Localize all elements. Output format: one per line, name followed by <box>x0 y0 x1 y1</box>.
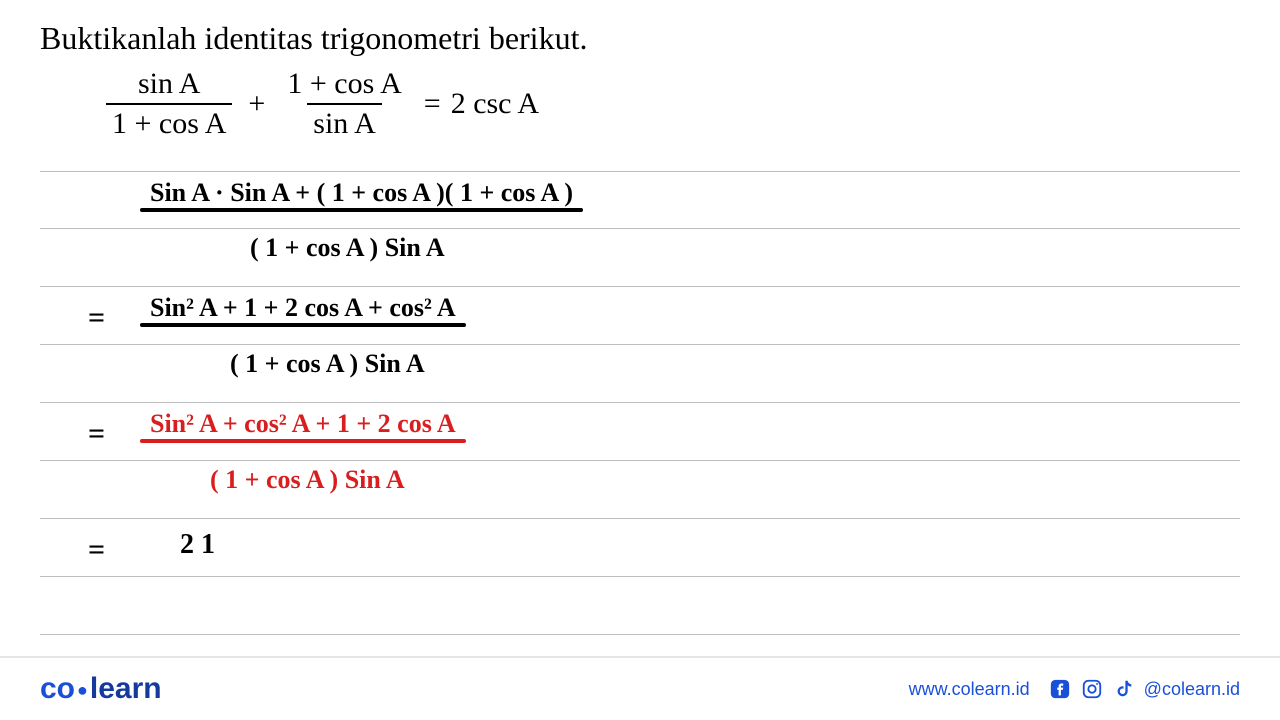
question-formula: sin A 1 + cos A + 1 + cos A sin A = 2 cs… <box>100 67 1240 141</box>
step3-equals: = <box>88 417 105 451</box>
plus-sign: + <box>248 87 265 121</box>
tiktok-icon[interactable] <box>1112 677 1136 701</box>
frac1-denominator: 1 + cos A <box>106 103 232 141</box>
step3-fraction-bar <box>140 439 466 443</box>
step2-fraction: Sin² A + 1 + 2 cos A + cos² A <box>140 293 466 327</box>
facebook-icon[interactable] <box>1048 677 1072 701</box>
brand-logo: co●learn <box>40 672 162 706</box>
frac1-numerator: sin A <box>132 67 207 103</box>
rhs: 2 csc A <box>451 87 539 121</box>
work-line-3: = Sin² A + 1 + 2 cos A + cos² A <box>40 287 1240 345</box>
work-line-2: ( 1 + cos A ) Sin A <box>40 229 1240 287</box>
step2-fraction-bar <box>140 323 466 327</box>
step2-equals: = <box>88 301 105 335</box>
work-line-5: = Sin² A + cos² A + 1 + 2 cos A <box>40 403 1240 461</box>
step3-numerator: Sin² A + cos² A + 1 + 2 cos A <box>140 409 466 439</box>
step1-numerator: Sin A · Sin A + ( 1 + cos A )( 1 + cos A… <box>140 178 583 208</box>
work-line-1: Sin A · Sin A + ( 1 + cos A )( 1 + cos A… <box>40 171 1240 229</box>
footer-url[interactable]: www.colearn.id <box>909 679 1030 700</box>
step2-denominator: ( 1 + cos A ) Sin A <box>230 349 425 379</box>
question-prompt: Buktikanlah identitas trigonometri berik… <box>40 20 1240 57</box>
fraction-1: sin A 1 + cos A <box>106 67 232 141</box>
step1-denominator: ( 1 + cos A ) Sin A <box>250 233 445 263</box>
logo-learn: learn <box>90 672 162 705</box>
logo-dot: ● <box>75 680 90 700</box>
work-line-8 <box>40 577 1240 635</box>
step1-fraction-bar <box>140 208 583 212</box>
content-area: Buktikanlah identitas trigonometri berik… <box>0 0 1280 141</box>
equals-sign: = <box>424 87 441 121</box>
frac2-denominator: sin A <box>307 103 382 141</box>
footer: co●learn www.colearn.id @colearn.id <box>0 656 1280 720</box>
fraction-2: 1 + cos A sin A <box>281 67 407 141</box>
footer-handle[interactable]: @colearn.id <box>1144 679 1240 700</box>
work-line-4: ( 1 + cos A ) Sin A <box>40 345 1240 403</box>
instagram-icon[interactable] <box>1080 677 1104 701</box>
step3-denominator: ( 1 + cos A ) Sin A <box>210 465 405 495</box>
work-line-6: ( 1 + cos A ) Sin A <box>40 461 1240 519</box>
work-line-7: = 2 1 <box>40 519 1240 577</box>
step4-text: 2 1 <box>180 529 215 561</box>
logo-co: co <box>40 672 75 705</box>
footer-right: www.colearn.id @colearn.id <box>909 677 1240 701</box>
step3-fraction: Sin² A + cos² A + 1 + 2 cos A <box>140 409 466 443</box>
step1-fraction: Sin A · Sin A + ( 1 + cos A )( 1 + cos A… <box>140 178 583 212</box>
step2-numerator: Sin² A + 1 + 2 cos A + cos² A <box>140 293 466 323</box>
social-icons: @colearn.id <box>1048 677 1240 701</box>
step4-equals: = <box>88 533 105 567</box>
handwritten-work: Sin A · Sin A + ( 1 + cos A )( 1 + cos A… <box>40 171 1240 635</box>
frac2-numerator: 1 + cos A <box>281 67 407 103</box>
